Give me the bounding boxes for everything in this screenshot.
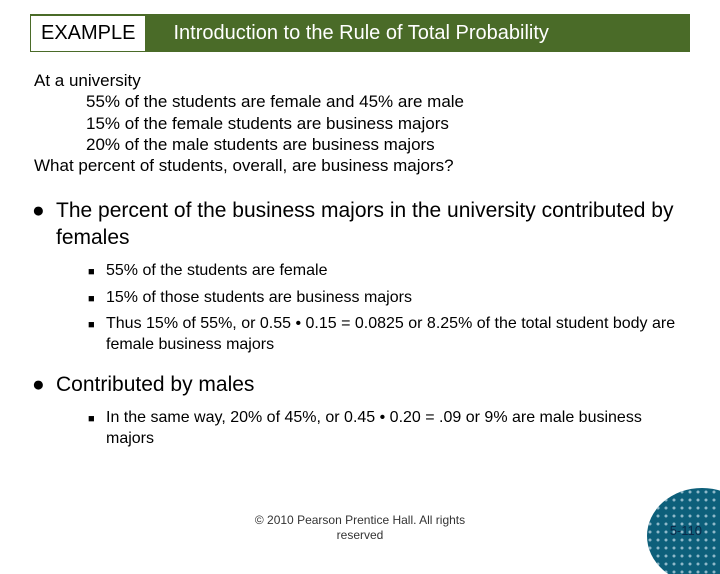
list-item: ● The percent of the business majors in … — [30, 198, 690, 251]
bullet-dot-icon: ● — [30, 372, 56, 398]
list-item: ■ In the same way, 20% of 45%, or 0.45 •… — [88, 408, 690, 450]
sub-list: ■ 55% of the students are female ■ 15% o… — [88, 261, 690, 356]
intro-line: 20% of the male students are business ma… — [86, 134, 690, 155]
header-title: Introduction to the Rule of Total Probab… — [173, 22, 548, 45]
intro-line: 55% of the students are female and 45% a… — [86, 91, 690, 112]
bullet-text: In the same way, 20% of 45%, or 0.45 • 0… — [106, 408, 690, 450]
bullet-text: Thus 15% of 55%, or 0.55 • 0.15 = 0.0825… — [106, 314, 690, 356]
bullet-text: 55% of the students are female — [106, 261, 690, 282]
bullet-square-icon: ■ — [88, 314, 106, 356]
bullet-square-icon: ■ — [88, 288, 106, 309]
list-item: ■ 55% of the students are female — [88, 261, 690, 282]
bullet-square-icon: ■ — [88, 408, 106, 450]
list-item: ■ 15% of those students are business maj… — [88, 288, 690, 309]
bullet-text: Contributed by males — [56, 372, 690, 398]
copyright-line: © 2010 Pearson Prentice Hall. All rights — [0, 513, 720, 527]
intro-line: What percent of students, overall, are b… — [34, 155, 690, 176]
list-item: ■ Thus 15% of 55%, or 0.55 • 0.15 = 0.08… — [88, 314, 690, 356]
header-bar: EXAMPLE Introduction to the Rule of Tota… — [30, 14, 690, 52]
sub-list: ■ In the same way, 20% of 45%, or 0.45 •… — [88, 408, 690, 450]
bullet-square-icon: ■ — [88, 261, 106, 282]
bullet-dot-icon: ● — [30, 198, 56, 251]
intro-line: At a university — [34, 70, 690, 91]
list-item: ● Contributed by males — [30, 372, 690, 398]
bullet-text: The percent of the business majors in th… — [56, 198, 690, 251]
intro-line: 15% of the female students are business … — [86, 113, 690, 134]
footer-copyright: © 2010 Pearson Prentice Hall. All rights… — [0, 513, 720, 542]
example-label: EXAMPLE — [31, 16, 145, 51]
intro-text: At a university 55% of the students are … — [34, 70, 690, 176]
page-number: 5-110 — [670, 523, 702, 538]
bullet-text: 15% of those students are business major… — [106, 288, 690, 309]
bullet-list: ● The percent of the business majors in … — [30, 198, 690, 450]
corner-decoration-icon — [630, 464, 720, 574]
